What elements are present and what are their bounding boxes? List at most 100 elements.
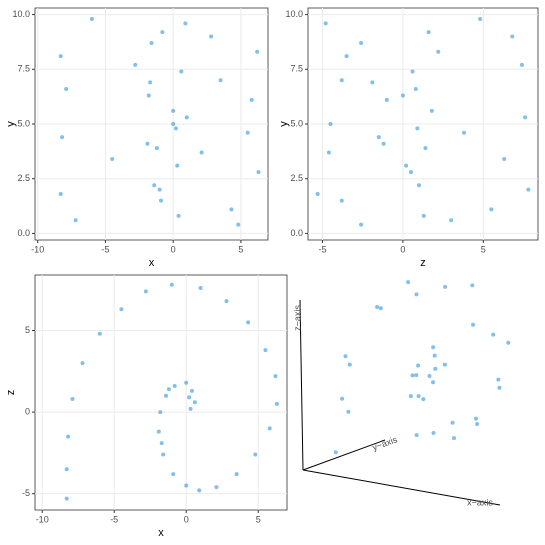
scatter-point	[274, 401, 279, 406]
scatter-point	[173, 126, 178, 131]
scatter-point	[234, 472, 239, 477]
scatter-point	[381, 141, 386, 146]
scatter-point	[346, 409, 351, 414]
scatter-point	[255, 49, 260, 54]
y-axis-title: y	[5, 121, 17, 127]
scatter-point	[64, 467, 69, 472]
scatter-point	[199, 150, 204, 155]
scatter-point	[245, 130, 250, 135]
scatter-point	[416, 363, 421, 368]
scatter-point	[400, 93, 405, 98]
x-tick-label: 5	[481, 244, 486, 254]
scatter-point	[236, 222, 241, 227]
y-axis-title: z	[5, 390, 17, 396]
scatter-point	[339, 78, 344, 83]
scatter-point	[198, 286, 203, 291]
scatter-point	[427, 374, 432, 378]
scatter-point	[209, 34, 214, 39]
scatter-point	[406, 280, 411, 285]
scatter-point	[370, 80, 375, 85]
scatter-point	[413, 86, 418, 91]
scatter-point	[414, 433, 419, 438]
scatter-point	[432, 353, 437, 358]
scatter-point	[80, 361, 85, 366]
axis-line	[299, 299, 304, 471]
axis-line	[302, 469, 501, 506]
scatter-point	[410, 69, 415, 74]
scatter-point	[229, 207, 234, 212]
scatter-point	[148, 80, 153, 85]
scatter-point	[154, 146, 159, 151]
scatter-point	[344, 54, 349, 59]
x-tick-label: 5	[238, 244, 243, 254]
scatter-point	[171, 108, 176, 113]
y-tick-label: 7.5	[17, 64, 30, 74]
scatter-point	[89, 16, 94, 21]
scatter-point	[414, 373, 419, 378]
scatter-point	[161, 452, 166, 457]
scatter-point	[340, 396, 345, 401]
scatter-point	[164, 393, 169, 398]
y-tick-label: 10.0	[12, 9, 30, 19]
scatter-point	[431, 431, 436, 435]
scatter-point	[408, 394, 413, 399]
scatter-point	[359, 41, 364, 46]
scatter-point	[442, 362, 447, 367]
scatter-point	[64, 496, 69, 501]
scatter-point	[73, 218, 78, 223]
scatter-point	[157, 187, 162, 192]
x-axis-title: x	[149, 257, 155, 269]
scatter-point	[375, 305, 380, 309]
x-axis-title: z	[420, 257, 426, 269]
scatter-point	[64, 86, 69, 91]
scatter-point	[273, 374, 278, 379]
scatter-point	[192, 400, 197, 405]
scatter-point	[489, 207, 494, 212]
scatter-point	[187, 395, 192, 400]
y-tick-label: 10.0	[285, 9, 303, 19]
plot-panel	[34, 274, 288, 511]
scatter-point	[506, 340, 511, 345]
scatter-point	[267, 426, 272, 431]
scatter-point	[436, 49, 441, 54]
scatter-point	[315, 192, 320, 197]
x-tick-label: 0	[184, 514, 189, 524]
scatter-point	[189, 388, 194, 393]
y-tick-label: 0	[25, 406, 30, 416]
scatter-point	[149, 41, 154, 46]
scatter-point	[218, 78, 223, 83]
scatter-point	[323, 21, 328, 26]
scatter-point	[249, 97, 254, 102]
scatter-point	[431, 345, 436, 350]
x-tick-label: -5	[318, 244, 326, 254]
scatter-point	[475, 422, 480, 426]
scatter-point	[474, 416, 478, 421]
x-tick-label: -5	[110, 514, 118, 524]
y-axis-title: y	[278, 121, 290, 127]
scatter-point	[253, 452, 258, 457]
scatter-point	[347, 362, 352, 367]
scatter-point	[214, 485, 219, 490]
y-tick-label: 0.0	[290, 228, 303, 238]
scatter-point	[431, 380, 435, 385]
scatter-point	[119, 307, 124, 312]
scatter-point	[156, 429, 161, 434]
scatter-point	[172, 383, 177, 388]
scatter-point	[502, 157, 507, 162]
y-tick-label: 5	[25, 325, 30, 335]
scatter-point	[152, 183, 157, 188]
scatter-point	[449, 218, 454, 223]
x-tick-label: 0	[171, 244, 176, 254]
scatter-point	[510, 34, 515, 39]
scatter-point	[263, 348, 268, 353]
scatter-point	[110, 157, 115, 162]
scatter-point	[416, 394, 421, 399]
scatter-point	[145, 141, 150, 146]
scatter-point	[169, 282, 174, 287]
scatter-point	[66, 434, 71, 439]
x-tick-label: 5	[256, 514, 261, 524]
scatter-point	[452, 436, 456, 441]
scatter-point	[158, 410, 163, 415]
scatter-point	[146, 93, 151, 98]
